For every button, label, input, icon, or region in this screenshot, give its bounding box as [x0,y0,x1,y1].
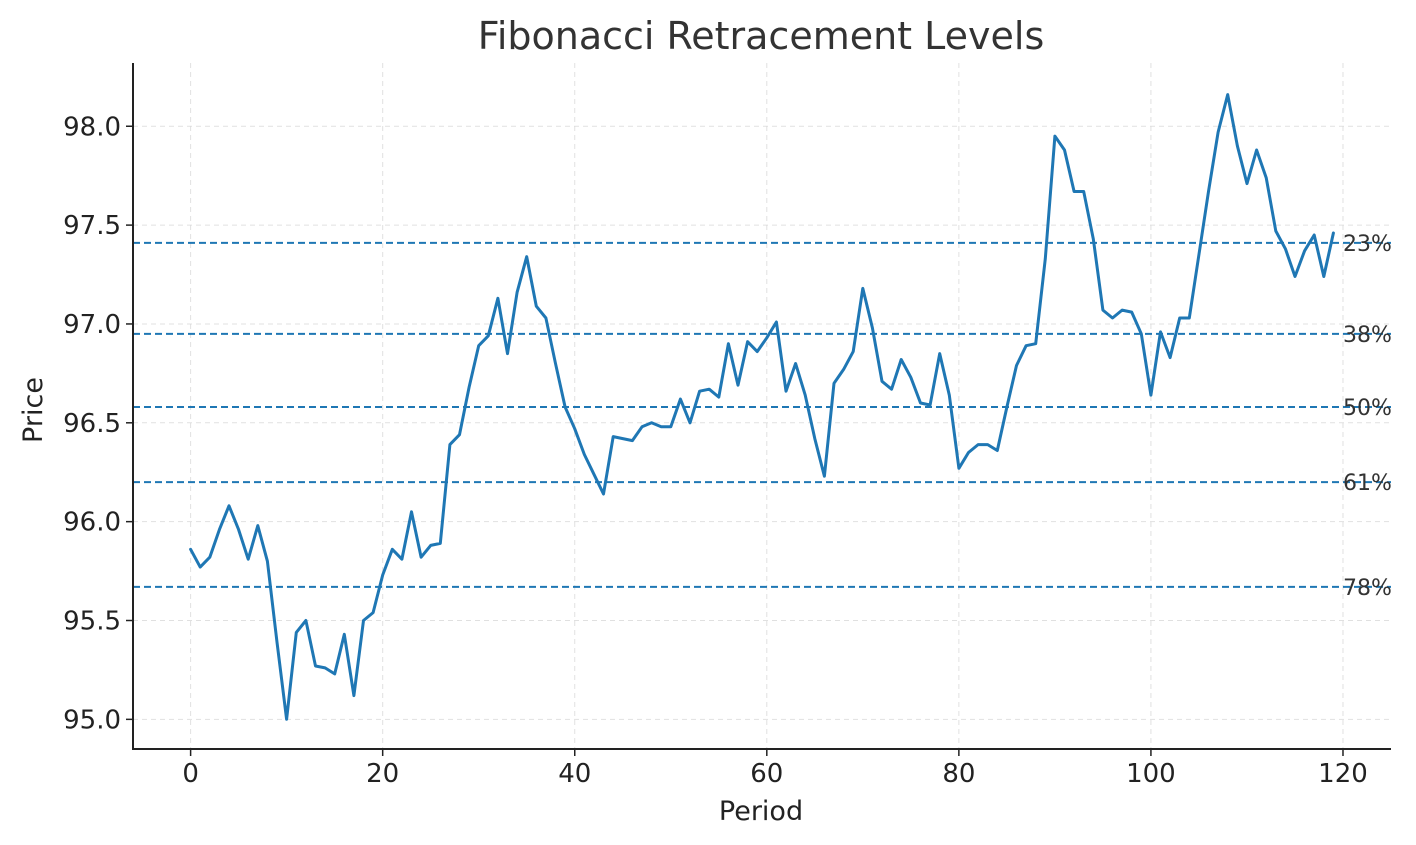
level-label-23: 23% [1343,232,1392,257]
y-tick-label: 95.5 [63,606,121,636]
y-tick-label: 96.5 [63,409,121,439]
y-tick-label: 97.5 [63,211,121,241]
level-label-50: 50% [1343,396,1392,421]
y-axis-label: Price [18,377,49,443]
x-ticks: 0 20 40 60 80 100 120 [182,749,1368,789]
y-ticks: 95.0 95.5 96.0 96.5 97.0 97.5 98.0 [63,112,133,735]
x-tick-label: 40 [558,759,591,789]
level-label-78: 78% [1343,576,1392,601]
x-tick-label: 80 [942,759,975,789]
level-label-38: 38% [1343,323,1392,348]
axes [132,63,1391,750]
retracement-levels: 23% 38% 50% 61% 78% [133,232,1392,601]
y-tick-label: 96.0 [63,508,121,538]
price-series-line [189,93,1335,721]
y-tick-label: 98.0 [63,112,121,142]
chart-title: Fibonacci Retracement Levels [478,14,1045,58]
x-tick-label: 120 [1318,759,1368,789]
level-label-61: 61% [1343,471,1392,496]
x-axis-label: Period [719,796,803,827]
y-tick-label: 95.0 [63,705,121,735]
y-tick-label: 97.0 [63,310,121,340]
x-tick-label: 0 [182,759,199,789]
x-tick-label: 60 [750,759,783,789]
x-tick-label: 20 [366,759,399,789]
x-tick-label: 100 [1126,759,1176,789]
